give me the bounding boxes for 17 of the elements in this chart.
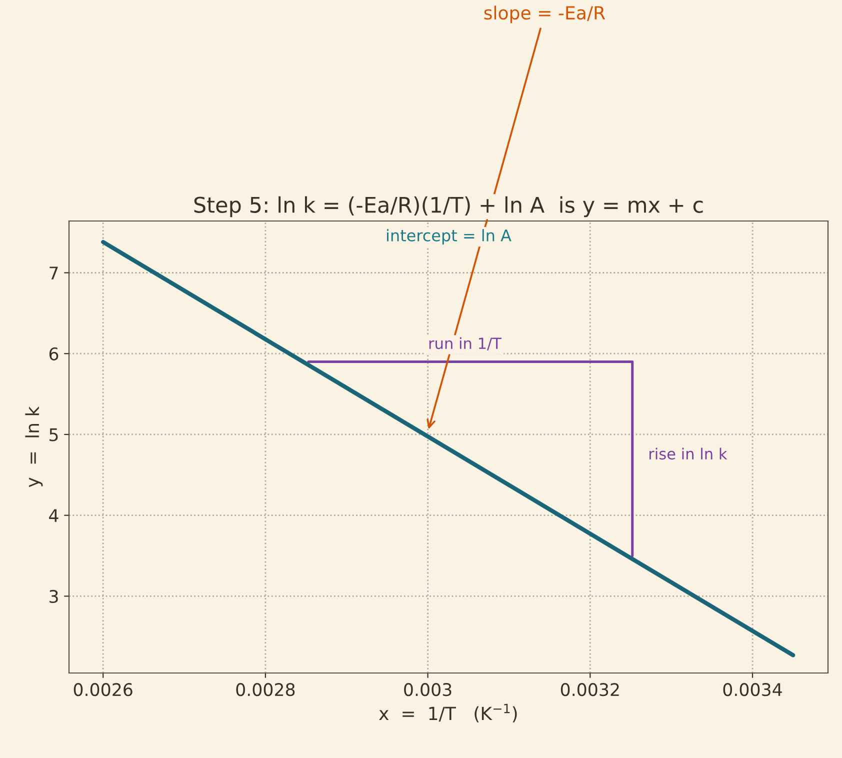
x-tick-label: 0.0028: [236, 683, 295, 696]
annotation: slope = -Ea/R: [484, 6, 606, 24]
x-tick-label: 0.0032: [560, 683, 619, 696]
y-tick-label: 5: [50, 428, 58, 442]
y-tick-label: 4: [49, 509, 58, 522]
x-axis-title: x = 1/T (K$^{−1}$): [379, 704, 517, 722]
annotation: run in 1/T: [429, 337, 502, 350]
y-tick-label: 7: [50, 266, 58, 280]
y-axis-title: y = ln k: [25, 406, 43, 488]
y-tick-label: 6: [49, 347, 58, 360]
x-tick-label: 0.003: [404, 683, 452, 696]
x-tick-label: 0.0034: [723, 683, 782, 696]
annotation: rise in ln k: [650, 448, 728, 460]
annotation: intercept = ln A: [387, 229, 512, 245]
chart-title: Step 5: ln k = (-Ea/R)(1/T) + ln A is y = mx + c: [194, 196, 703, 218]
y-tick-label: 3: [50, 590, 58, 604]
x-tick-label: 0.0026: [74, 683, 132, 696]
